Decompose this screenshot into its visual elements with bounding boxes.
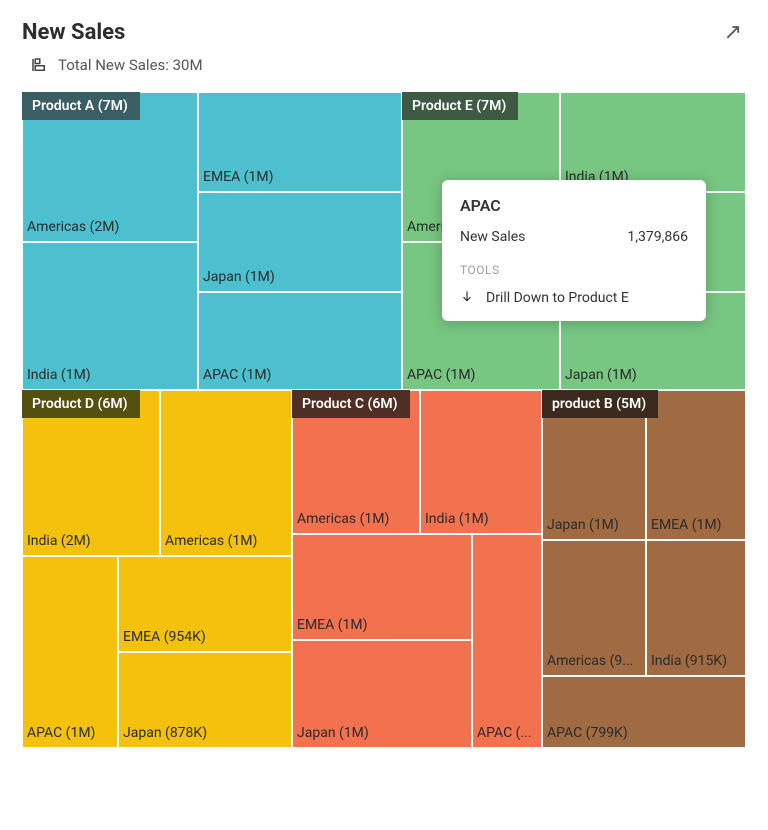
treemap-cell[interactable]: Americas (1M) bbox=[160, 390, 292, 556]
cell-label: APAC (1M) bbox=[27, 725, 113, 741]
cell-label: Japan (1M) bbox=[297, 725, 467, 741]
treemap-cell[interactable]: EMEA (1M) bbox=[292, 534, 472, 640]
treemap-cell[interactable]: India (1M) bbox=[560, 92, 746, 192]
product-badge[interactable]: product B (5M) bbox=[542, 390, 658, 418]
treemap-cell[interactable]: APAC (1M) bbox=[22, 556, 118, 748]
cell-label: APAC (1M) bbox=[407, 367, 555, 383]
treemap-cell[interactable]: India (1M) bbox=[22, 242, 198, 390]
cell-label: Japan (1M) bbox=[203, 269, 397, 285]
widget-header: New Sales ↗ bbox=[22, 20, 746, 46]
treemap-cell[interactable]: Japan (1M) bbox=[292, 640, 472, 748]
cell-label: Americas (1M) bbox=[165, 533, 287, 549]
total-sales-label: Total New Sales: 30M bbox=[58, 56, 203, 74]
treemap-cell[interactable]: EMEA (1M) bbox=[646, 390, 746, 540]
cell-label: Americas (9... bbox=[547, 653, 641, 669]
treemap-cell[interactable]: Japan (878K) bbox=[118, 652, 292, 748]
treemap-cell[interactable]: APAC (799K) bbox=[542, 676, 746, 748]
product-badge[interactable]: Product C (6M) bbox=[292, 390, 410, 418]
cell-label: EMEA (1M) bbox=[203, 169, 397, 185]
cell-label: EMEA (1M) bbox=[297, 617, 467, 633]
treemap-cell[interactable]: India (915K) bbox=[646, 540, 746, 676]
subtitle-row: Total New Sales: 30M bbox=[30, 56, 746, 74]
tooltip-title: APAC bbox=[460, 196, 688, 215]
cell-label: EMEA (1M) bbox=[651, 517, 741, 533]
cell-label: APAC (1M) bbox=[203, 367, 397, 383]
treemap-cell[interactable]: Americas (9... bbox=[542, 540, 646, 676]
expand-icon[interactable]: ↗ bbox=[720, 20, 746, 46]
cell-label: Americas (2M) bbox=[27, 219, 193, 235]
breadcrumb-icon[interactable] bbox=[30, 56, 48, 74]
cell-label: India (2M) bbox=[27, 533, 155, 549]
cell-label: Japan (1M) bbox=[547, 517, 641, 533]
tooltip: APAC New Sales 1,379,866 TOOLS Drill Down to… bbox=[442, 180, 706, 321]
treemap-chart[interactable]: Americas (2M) India (1M) EMEA (1M) Japan (1… bbox=[22, 92, 746, 748]
treemap-cell[interactable]: Japan (1M) bbox=[198, 192, 402, 292]
cell-label: India (1M) bbox=[27, 367, 193, 383]
treemap-cell[interactable]: APAC (... bbox=[472, 534, 542, 748]
product-badge[interactable]: Product A (7M) bbox=[22, 92, 140, 120]
product-badge[interactable]: Product E (7M) bbox=[402, 92, 518, 120]
widget-title: New Sales bbox=[22, 20, 125, 45]
cell-label: India (915K) bbox=[651, 653, 741, 669]
tooltip-section-header: TOOLS bbox=[460, 263, 688, 277]
cell-label: Americas (1M) bbox=[297, 511, 415, 527]
treemap-cell[interactable]: EMEA (1M) bbox=[198, 92, 402, 192]
cell-label: APAC (799K) bbox=[547, 725, 741, 741]
treemap-cell[interactable]: APAC (1M) bbox=[198, 292, 402, 390]
tooltip-metric-label: New Sales bbox=[460, 229, 525, 245]
cell-label: India (1M) bbox=[425, 511, 537, 527]
drill-down-label: Drill Down to Product E bbox=[486, 290, 629, 306]
treemap-cell[interactable]: India (1M) bbox=[420, 390, 542, 534]
drill-down-action[interactable]: Drill Down to Product E bbox=[460, 289, 688, 307]
cell-label: Japan (878K) bbox=[123, 725, 287, 741]
product-badge[interactable]: Product D (6M) bbox=[22, 390, 140, 418]
tooltip-metric-value: 1,379,866 bbox=[627, 229, 688, 245]
new-sales-widget: New Sales ↗ Total New Sales: 30M America… bbox=[0, 0, 768, 830]
cell-label: APAC (... bbox=[477, 725, 537, 741]
cell-label: Japan (1M) bbox=[565, 367, 741, 383]
cell-label: EMEA (954K) bbox=[123, 629, 287, 645]
arrow-down-icon bbox=[460, 289, 474, 307]
tooltip-metric-row: New Sales 1,379,866 bbox=[460, 229, 688, 245]
treemap-cell[interactable]: EMEA (954K) bbox=[118, 556, 292, 652]
